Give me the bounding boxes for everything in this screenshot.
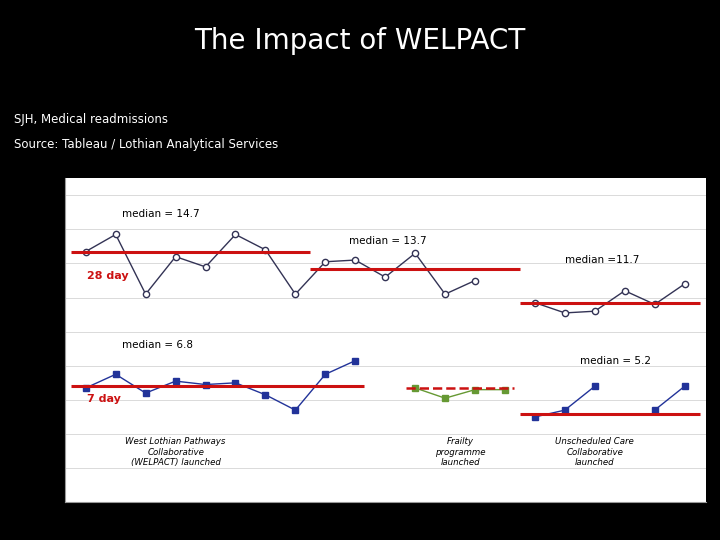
Text: SJH, Medical readmissions: SJH, Medical readmissions xyxy=(14,113,168,126)
Text: The Impact of WELPACT: The Impact of WELPACT xyxy=(194,27,526,55)
Text: 7 day: 7 day xyxy=(87,394,121,404)
Text: median = 6.8: median = 6.8 xyxy=(122,340,193,350)
Text: West Lothian Pathways
Collaborative
(WELPACT) launched: West Lothian Pathways Collaborative (WEL… xyxy=(125,437,226,467)
Text: 28 day: 28 day xyxy=(87,271,129,281)
Text: median = 13.7: median = 13.7 xyxy=(349,236,427,246)
Text: median =11.7: median =11.7 xyxy=(565,255,639,265)
Text: Unscheduled Care
Collaborative
launched: Unscheduled Care Collaborative launched xyxy=(555,437,634,467)
Text: median = 5.2: median = 5.2 xyxy=(580,355,651,366)
Title: Percent readmissions February 14 - October 15: Percent readmissions February 14 - Octob… xyxy=(228,161,542,174)
Text: Source: Tableau / Lothian Analytical Services: Source: Tableau / Lothian Analytical Ser… xyxy=(14,138,279,151)
Text: median = 14.7: median = 14.7 xyxy=(122,209,199,219)
Text: Frailty
programme
launched: Frailty programme launched xyxy=(435,437,485,467)
Y-axis label: Percent: Percent xyxy=(28,319,38,361)
